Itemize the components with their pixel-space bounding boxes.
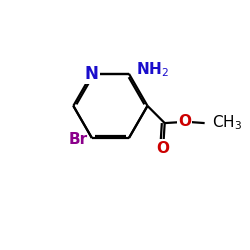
Text: N: N (85, 65, 99, 83)
Text: CH$_3$: CH$_3$ (212, 113, 242, 132)
Text: O: O (178, 114, 191, 129)
Text: O: O (156, 141, 169, 156)
Text: NH$_2$: NH$_2$ (136, 60, 168, 79)
Text: Br: Br (68, 132, 87, 147)
